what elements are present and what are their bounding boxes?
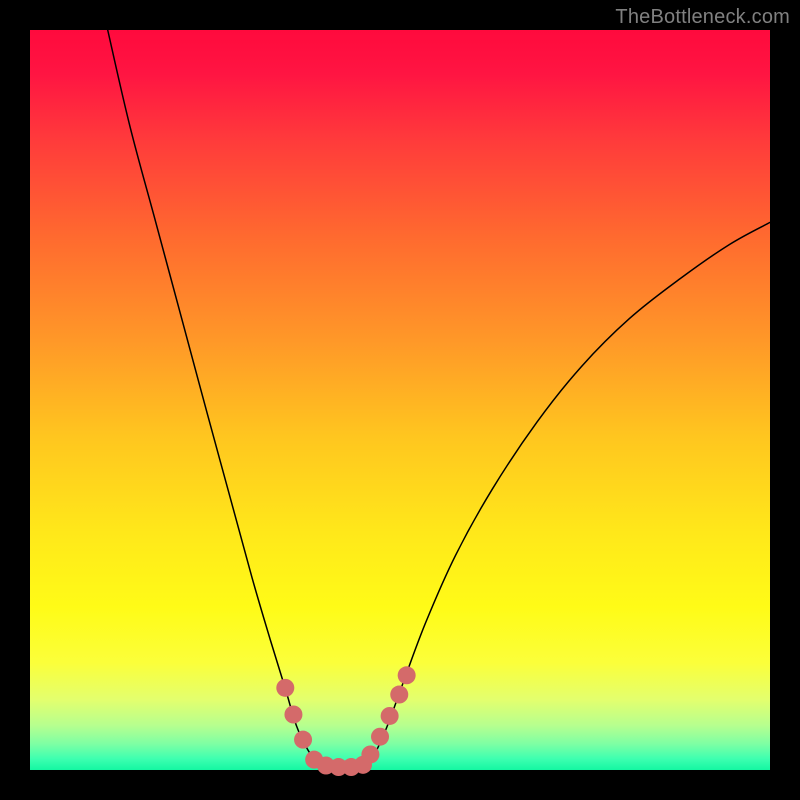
watermark-text: TheBottleneck.com <box>615 6 790 29</box>
bottleneck-chart <box>0 0 800 800</box>
chart-frame: TheBottleneck.com <box>0 0 800 800</box>
